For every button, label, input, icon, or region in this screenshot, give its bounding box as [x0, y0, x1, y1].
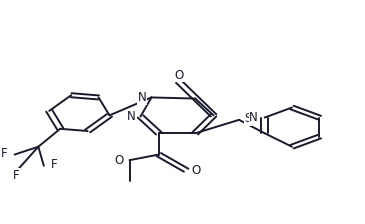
Text: N: N [127, 110, 136, 123]
Text: N: N [138, 91, 147, 104]
Text: F: F [1, 147, 8, 160]
Text: O: O [115, 154, 124, 167]
Text: S: S [245, 112, 252, 125]
Text: O: O [192, 164, 201, 177]
Text: F: F [51, 158, 57, 171]
Text: N: N [249, 111, 258, 124]
Text: O: O [174, 69, 184, 82]
Text: F: F [13, 169, 20, 182]
